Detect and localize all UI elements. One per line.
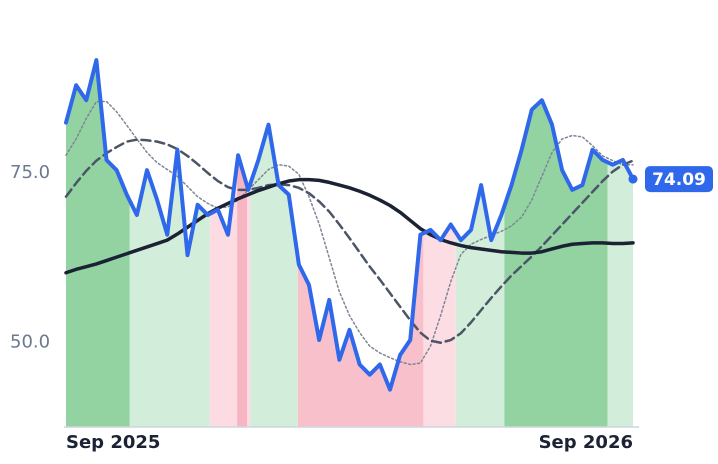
- last-value-label: 74.09: [652, 170, 706, 190]
- series-line: [64, 177, 635, 275]
- regime-band: [607, 60, 633, 427]
- regime-band: [237, 60, 248, 427]
- bands: [66, 60, 633, 427]
- series-line: [64, 138, 635, 344]
- grid: 50.0 75.0 Sep 2025 Sep 2026: [10, 162, 639, 453]
- lines: 74.09: [64, 58, 713, 392]
- regime-band: [250, 60, 298, 427]
- series-line: [64, 58, 635, 392]
- regime-band: [247, 60, 251, 427]
- last-value-badge: [645, 166, 713, 193]
- regime-band: [455, 60, 505, 427]
- y-tick-label: 50.0: [10, 332, 50, 353]
- x-tick-label: Sep 2026: [539, 432, 633, 453]
- regime-band: [297, 60, 424, 427]
- series-line: [65, 100, 634, 366]
- regime-band: [209, 60, 238, 427]
- regime-band: [66, 60, 130, 427]
- regime-band: [129, 60, 210, 427]
- x-tick-label: Sep 2025: [66, 432, 160, 453]
- last-point: [628, 174, 638, 184]
- y-tick-label: 75.0: [10, 162, 50, 183]
